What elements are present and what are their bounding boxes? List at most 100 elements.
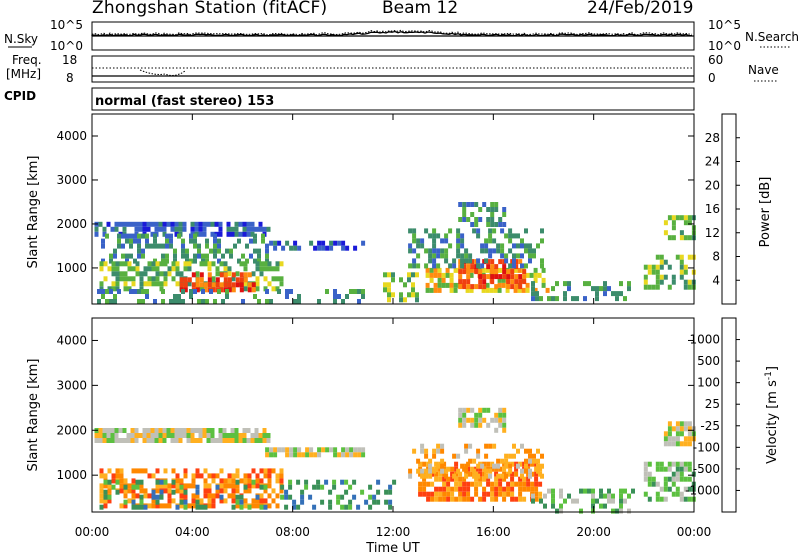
heatmap-cell [223,266,228,272]
heatmap-cell [481,267,486,273]
heatmap-cell [113,248,117,254]
heatmap-cell [99,281,104,287]
heatmap-cell [502,274,507,280]
heatmap-cell [416,253,421,259]
heatmap-cell [205,258,209,264]
heatmap-cell [555,281,559,287]
heatmap-cell [219,488,224,494]
heatmap-cell [285,447,290,453]
heatmap-cell [171,498,176,504]
heatmap-cell [206,428,211,433]
heatmap-cell [408,263,413,269]
station-title: Zhongshan Station (fitACF) [92,0,328,18]
heatmap-cell [486,481,491,487]
heatmap-cell [130,438,135,443]
heatmap-cell [452,263,457,269]
heatmap-cell [255,266,260,272]
heatmap-cell [123,281,128,287]
heatmap-cell [127,483,132,489]
heatmap-cell [205,253,209,259]
heatmap-cell [490,217,495,222]
heatmap-cell [518,481,523,487]
heatmap-cell [211,287,216,293]
heatmap-cell [133,233,137,239]
heatmap-cell [498,486,503,492]
heatmap-cell [426,496,431,502]
heatmap-cell [277,447,282,453]
heatmap-cell [512,263,516,269]
heatmap-cell [486,264,491,270]
heatmap-cell [254,226,259,232]
heatmap-cell [154,221,159,227]
heatmap-cell [603,503,607,509]
heatmap-cell [235,488,240,494]
heatmap-cell [251,503,256,509]
heatmap-cell [454,476,459,482]
heatmap-cell [337,240,342,246]
heatmap-cell [449,282,454,288]
heatmap-cell [316,484,321,490]
heatmap-cell [502,412,507,418]
heatmap-cell [227,282,232,288]
heatmap-cell [221,299,225,304]
heatmap-cell [255,473,260,479]
heatmap-cell [125,258,129,264]
heatmap-cell [217,248,221,254]
heatmap-cell [540,473,544,479]
heatmap-cell [107,498,112,504]
heatmap-cell [159,281,164,287]
heatmap-cell [428,258,433,264]
heatmap-cell [115,468,120,474]
heatmap-cell [493,287,498,293]
heatmap-cell [239,494,244,500]
heatmap-cell [115,261,120,267]
heatmap-cell [139,479,144,485]
power-colorbar-label: Power [dB] [758,177,773,248]
heatmap-cell [416,458,421,464]
heatmap-cell [462,407,467,413]
heatmap-cell [113,299,117,304]
heatmap-cell [540,453,544,459]
heatmap-cell [500,458,505,464]
heatmap-cell [496,243,501,249]
heatmap-cell [424,263,429,269]
heatmap-cell [432,468,437,474]
heatmap-cell [547,296,551,302]
heatmap-cell [191,272,196,278]
heatmap-cell [161,258,165,264]
heatmap-cell [484,468,489,474]
heatmap-cell [490,269,495,275]
heatmap-cell [424,228,429,234]
heatmap-cell [137,243,141,249]
heatmap-cell [106,433,111,438]
heatmap-cell [506,491,511,497]
heatmap-cell [436,463,441,469]
heatmap-cell [434,471,439,477]
heatmap-cell [466,217,471,222]
heatmap-cell [528,253,532,259]
heatmap-cell [239,277,244,283]
date-label: 24/Feb/2019 [587,0,694,18]
heatmap-cell [182,226,187,232]
heatmap-cell [442,496,447,502]
heatmap-cell [253,233,257,239]
heatmap-cell [408,228,413,234]
heatmap-cell [163,276,168,282]
heatmap-cell [139,271,144,277]
heatmap-cell [470,259,475,265]
heatmap-cell [449,272,454,278]
heatmap-cell [521,287,526,293]
heatmap-cell [433,287,438,293]
heatmap-cell [183,282,188,288]
heatmap-cell [111,478,116,484]
heatmap-cell [494,481,499,487]
heatmap-cell [348,499,353,505]
heatmap-cell [655,274,660,280]
heatmap-cell [179,484,184,490]
heatmap-cell [280,484,285,490]
colorbar-frame [721,113,737,305]
heatmap-cell [223,483,228,489]
heatmap-cell [182,433,187,438]
heatmap-cell [115,473,120,479]
